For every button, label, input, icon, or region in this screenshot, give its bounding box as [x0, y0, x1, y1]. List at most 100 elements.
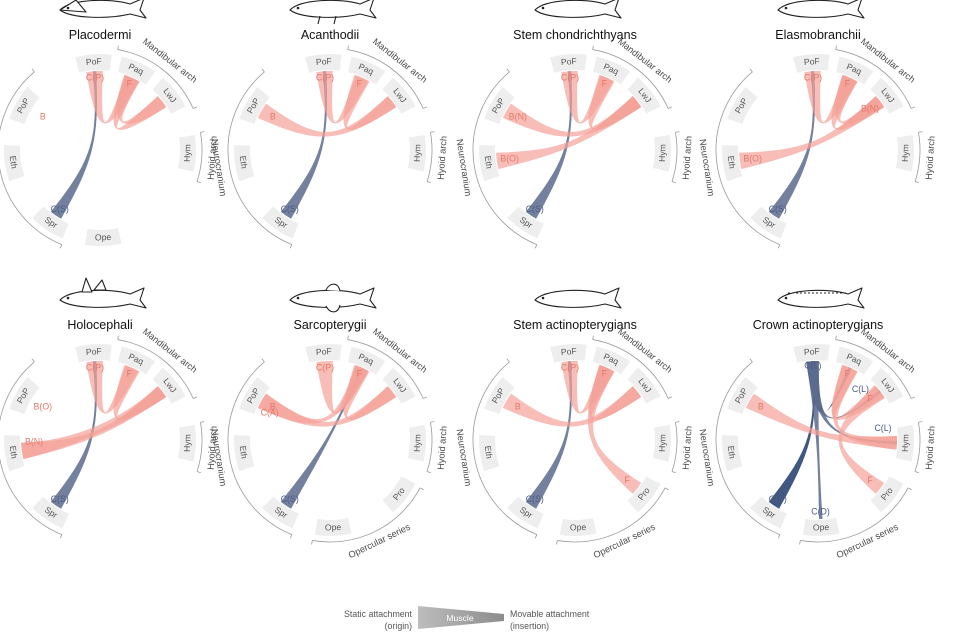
- segment-paq: [835, 56, 874, 85]
- muscle-ribbon: [117, 74, 167, 124]
- segment-label: PoF: [316, 56, 332, 67]
- group-arc: [426, 422, 433, 472]
- group-arc: [117, 49, 194, 109]
- segment-hym: [407, 424, 427, 462]
- segment-label: Hym: [182, 434, 193, 452]
- panel-title: Elasmobranchii: [775, 28, 860, 42]
- segment-label: PoF: [561, 56, 577, 67]
- muscle-annotation: C(P): [86, 73, 104, 83]
- segment-ope: [314, 517, 352, 536]
- segment-pop: [9, 87, 40, 124]
- group-tick: [592, 45, 594, 50]
- muscle-annotation: F: [127, 79, 133, 89]
- muscle-annotation: F: [357, 79, 363, 89]
- segment-paq: [117, 56, 156, 85]
- segment-lwj: [152, 77, 186, 114]
- panel-title: Acanthodii: [301, 28, 359, 42]
- segment-label: Hym: [657, 144, 668, 162]
- group-tick: [506, 358, 510, 363]
- muscle-annotation: F: [357, 369, 363, 379]
- group-tick: [556, 540, 558, 545]
- muscle-annotation: C(P): [316, 363, 334, 373]
- group-tick: [668, 106, 672, 109]
- group-label: Hyoid arch: [206, 136, 219, 181]
- segment-label: Ope: [325, 522, 342, 533]
- segment-label: Eth: [483, 445, 495, 459]
- segment-spr: [262, 496, 299, 529]
- muscle-annotation: B: [515, 401, 521, 411]
- group-arc: [914, 422, 921, 472]
- muscle-annotation: C(L): [874, 423, 891, 433]
- segment-label: PoF: [86, 56, 102, 67]
- placoderm-icon: [59, 0, 147, 19]
- group-arc: [671, 132, 678, 182]
- muscle-annotation: C(D): [811, 506, 830, 516]
- muscle-ribbon: [50, 71, 98, 219]
- group-tick: [749, 68, 753, 73]
- group-tick: [918, 131, 923, 133]
- group-label: Hyoid arch: [681, 426, 694, 471]
- segment-pof: [305, 344, 342, 363]
- legend-static-sub: (origin): [385, 621, 412, 631]
- muscle-annotation: C(S): [51, 204, 69, 214]
- segment-ope: [559, 517, 597, 536]
- legend-muscle-label: Muscle: [446, 613, 473, 623]
- sturgeon-icon: [777, 287, 865, 309]
- stem-chondrichthyan-icon: [534, 0, 622, 19]
- group-tick: [534, 244, 538, 249]
- muscle-ribbon: [838, 385, 885, 494]
- segment-label: Eth: [238, 155, 250, 169]
- segment-label: Hym: [657, 434, 668, 452]
- segment-label: Eth: [483, 155, 495, 169]
- group-tick: [430, 421, 435, 423]
- segment-pop: [9, 377, 40, 414]
- group-tick: [117, 45, 119, 50]
- group-arc: [715, 361, 780, 535]
- group-tick: [419, 487, 424, 491]
- group-tick: [675, 421, 680, 423]
- group-tick: [117, 335, 119, 340]
- group-label: Neurocranium: [454, 428, 473, 487]
- muscle-annotation: B: [270, 401, 276, 411]
- group-tick: [430, 131, 435, 133]
- muscle-annotation: F: [624, 475, 630, 485]
- group-tick: [671, 181, 676, 184]
- group-arc: [347, 339, 424, 399]
- segment-lwj: [870, 77, 904, 114]
- group-arc: [227, 361, 292, 535]
- segment-paq: [347, 346, 386, 375]
- group-tick: [347, 335, 349, 340]
- segment-pof: [305, 53, 342, 73]
- muscle-annotation: F: [127, 369, 133, 379]
- muscle-ribbon: [257, 96, 397, 137]
- muscle-ribbon: [496, 96, 642, 170]
- segment-hym: [652, 424, 671, 462]
- segment-pop: [484, 87, 515, 124]
- group-arc: [592, 49, 669, 109]
- muscle-annotation: C(S): [526, 204, 544, 214]
- segment-label: Ope: [570, 522, 587, 533]
- group-label: Opercular series: [835, 522, 900, 561]
- segment-label: Ope: [95, 232, 112, 243]
- group-tick: [196, 471, 201, 474]
- group-label: Hyoid arch: [681, 136, 694, 181]
- segment-pof: [550, 344, 587, 363]
- group-label: Hyoid arch: [206, 426, 219, 471]
- group-arc: [800, 487, 909, 543]
- muscle-ribbon: [768, 361, 816, 509]
- panel-title: Stem actinopterygians: [513, 318, 637, 332]
- group-tick: [506, 68, 510, 73]
- group-tick: [347, 45, 349, 50]
- group-tick: [423, 396, 427, 399]
- group-tick: [261, 68, 265, 73]
- segment-paq: [835, 346, 874, 375]
- segment-pop: [727, 87, 758, 124]
- muscle-annotation: C(P): [804, 73, 822, 83]
- group-tick: [200, 421, 205, 423]
- group-tick: [426, 471, 431, 474]
